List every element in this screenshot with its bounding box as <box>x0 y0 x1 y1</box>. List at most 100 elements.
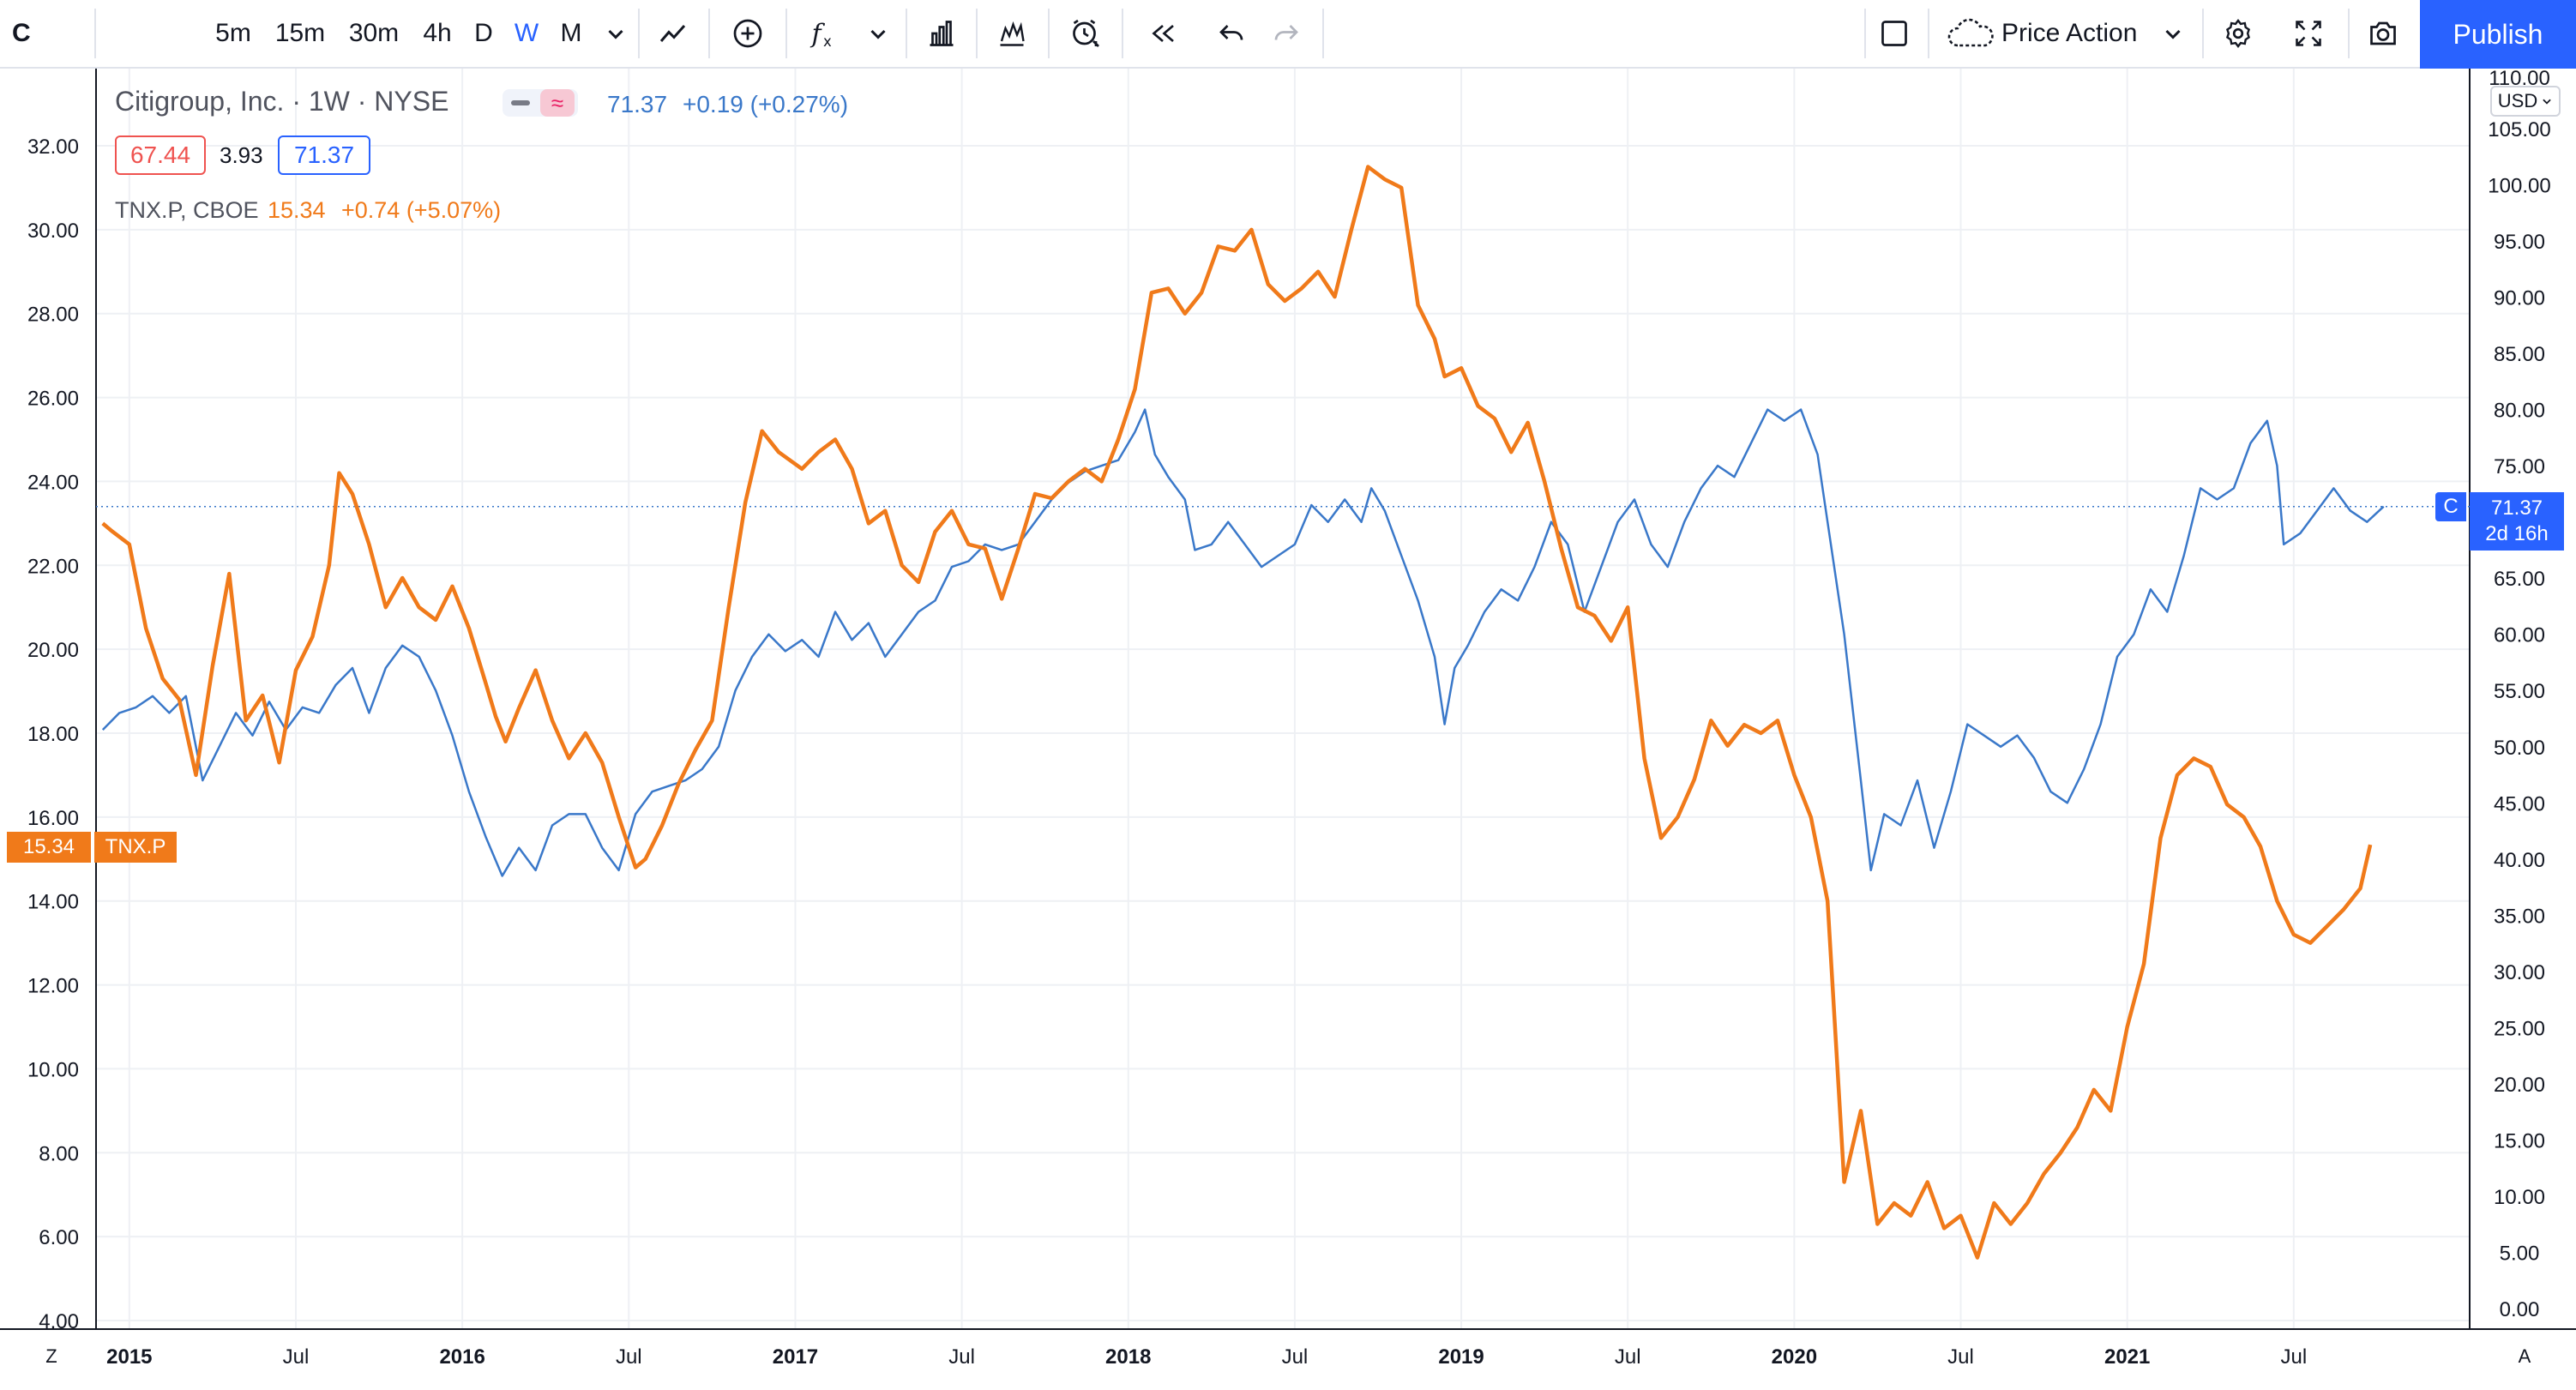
interval-5m-button[interactable]: 5m <box>215 19 251 47</box>
time-axis-tick-label: 2020 <box>1772 1345 1817 1369</box>
compare-series-title[interactable]: TNX.P, CBOE <box>115 197 259 223</box>
interval-15m-button[interactable]: 15m <box>274 19 326 47</box>
right-axis-tick-label: 45.00 <box>2494 792 2545 815</box>
time-axis-tick-label: Jul <box>2280 1345 2307 1369</box>
right-axis-tick-label: 55.00 <box>2494 680 2545 703</box>
symbol-search-button[interactable]: C <box>12 19 31 47</box>
right-axis-tick-label: 75.00 <box>2494 455 2545 478</box>
time-axis-tick-label: Jul <box>1947 1345 1974 1369</box>
chart-canvas[interactable]: 4.00 6.00 8.00 10.00 12.00 14.00 16.00 18.00 20.… <box>0 69 2576 1390</box>
right-axis-tick-label: 40.00 <box>2494 849 2545 872</box>
indicators-dropdown-chevron-icon[interactable] <box>863 0 894 67</box>
main-series-title[interactable]: Citigroup, Inc. · 1W · NYSE <box>115 86 449 117</box>
range-spread: 3.93 <box>220 142 263 168</box>
right-axis-tick-label: 15.00 <box>2494 1129 2545 1152</box>
camera-snapshot-icon[interactable] <box>2353 0 2413 67</box>
left-axis-tick-label: 22.00 <box>27 555 79 578</box>
interval-w-button[interactable]: W <box>514 19 539 47</box>
chart-area[interactable]: 4.00 6.00 8.00 10.00 12.00 14.00 16.00 18.00 20.… <box>0 69 2576 1390</box>
hide-series-icon[interactable] <box>511 100 530 105</box>
time-axis-tick-label: Jul <box>1282 1345 1309 1369</box>
right-axis-tick-label: 100.00 <box>2488 175 2550 198</box>
left-axis-symbol-tag: TNX.P <box>94 832 177 863</box>
right-axis-tick-label: 95.00 <box>2494 231 2545 254</box>
interval-4h-button[interactable]: 4h <box>423 19 452 47</box>
left-axis-tick-label: 4.00 <box>39 1310 79 1333</box>
toolbar-divider <box>94 9 96 58</box>
right-axis-tick-label: 50.00 <box>2494 737 2545 760</box>
fullscreen-icon[interactable] <box>2281 0 2336 67</box>
settings-gear-icon[interactable] <box>2211 0 2266 67</box>
time-axis-tick-label: 2016 <box>439 1345 485 1369</box>
right-axis-price-value: 71.37 <box>2490 496 2543 520</box>
left-axis-zoom-toggle[interactable]: Z <box>45 1345 57 1367</box>
chart-type-line-icon[interactable] <box>652 0 696 67</box>
time-axis-tick-label: 2021 <box>2104 1345 2150 1369</box>
toolbar-divider <box>1048 9 1050 58</box>
toolbar-divider <box>1928 9 1929 58</box>
financials-bar-icon[interactable] <box>918 0 966 67</box>
currency-selector[interactable]: USD <box>2490 86 2561 117</box>
layout-name-label[interactable]: Price Action <box>2001 19 2138 47</box>
auto-scale-toggle[interactable]: A <box>2518 1345 2531 1367</box>
time-axis-tick-label: Jul <box>948 1345 975 1369</box>
right-axis-tick-label: 105.00 <box>2488 118 2550 141</box>
layout-square-icon[interactable] <box>1873 0 1916 67</box>
layout-dropdown-chevron-icon[interactable] <box>2156 0 2190 67</box>
redo-icon[interactable] <box>1264 0 1309 67</box>
right-axis-tick-label: 35.00 <box>2494 905 2545 928</box>
currency-chevron-icon <box>2543 99 2551 105</box>
toolbar-divider <box>638 9 640 58</box>
right-axis-tick-label: 5.00 <box>2500 1242 2540 1265</box>
interval-dropdown-chevron-icon[interactable] <box>600 0 631 67</box>
interval-d-button[interactable]: D <box>474 19 493 47</box>
time-axis-tick-label: 2015 <box>106 1345 152 1369</box>
interval-30m-button[interactable]: 30m <box>348 19 400 47</box>
compare-mode-icon[interactable]: ≈ <box>540 89 575 117</box>
toolbar-divider <box>1322 9 1324 58</box>
range-high-box[interactable]: 71.37 <box>278 135 370 175</box>
right-axis-tick-label: 25.00 <box>2494 1017 2545 1040</box>
series-toggle-pill[interactable]: ≈ <box>503 89 578 117</box>
left-axis-tick-label: 12.00 <box>27 975 79 998</box>
right-axis-tick-label: 80.00 <box>2494 400 2545 423</box>
time-axis-tick-label: 2018 <box>1105 1345 1151 1369</box>
time-axis-tick-label: 2019 <box>1438 1345 1484 1369</box>
svg-text:x: x <box>823 33 832 49</box>
tnx-series-line <box>101 165 2373 1260</box>
templates-icon[interactable] <box>988 0 1036 67</box>
toolbar-divider <box>1122 9 1123 58</box>
right-axis-tick-label: 85.00 <box>2494 343 2545 366</box>
toolbar-divider <box>708 9 710 58</box>
left-axis-tick-label: 32.00 <box>27 135 79 159</box>
citigroup-series-line <box>101 408 2385 877</box>
left-axis-tick-label: 18.00 <box>27 723 79 746</box>
replay-rewind-icon[interactable] <box>1139 0 1187 67</box>
time-axis-tick-label: 2017 <box>773 1345 818 1369</box>
compare-add-icon[interactable] <box>724 0 772 67</box>
left-axis-tick-label: 28.00 <box>27 304 79 327</box>
right-axis-price-tag: 71.37 2d 16h <box>2470 492 2564 551</box>
left-axis-tick-label: 20.00 <box>27 639 79 662</box>
alert-clock-icon[interactable] <box>1062 0 1110 67</box>
range-low-box[interactable]: 67.44 <box>115 135 206 175</box>
right-axis-tick-label: 10.00 <box>2494 1186 2545 1209</box>
main-series-value: 71.37 <box>607 91 668 117</box>
left-axis-tick-label: 10.00 <box>27 1058 79 1081</box>
undo-icon[interactable] <box>1209 0 1254 67</box>
publish-button[interactable]: Publish <box>2420 0 2576 69</box>
toolbar-divider <box>2348 9 2350 58</box>
interval-m-button[interactable]: M <box>560 19 582 47</box>
right-axis-tick-label: 60.00 <box>2494 624 2545 647</box>
time-axis-tick-label: Jul <box>283 1345 310 1369</box>
compare-series-change: +0.74 (+5.07%) <box>341 197 502 223</box>
toolbar-divider <box>2202 9 2204 58</box>
left-axis-tick-label: 24.00 <box>27 471 79 494</box>
right-axis-tick-label: 30.00 <box>2494 961 2545 984</box>
left-axis-tick-label: 26.00 <box>27 388 79 411</box>
left-axis-tick-label: 16.00 <box>27 807 79 830</box>
time-axis-tick-label: Jul <box>1615 1345 1641 1369</box>
cloud-save-icon[interactable] <box>1941 0 2001 67</box>
right-axis-symbol-tag: C <box>2435 492 2466 521</box>
